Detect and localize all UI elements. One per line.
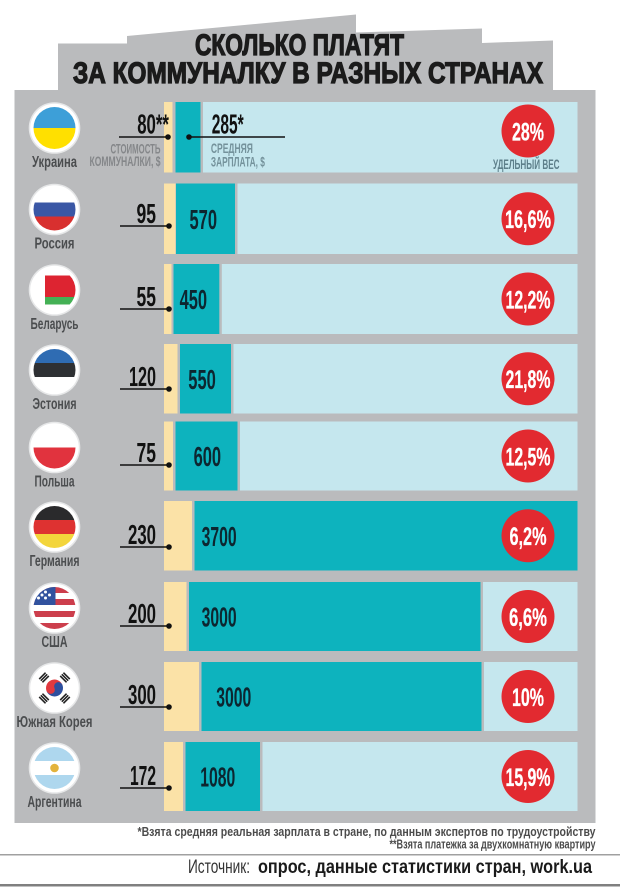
svg-text:570: 570 bbox=[190, 204, 218, 235]
svg-text:Россия: Россия bbox=[35, 236, 75, 253]
svg-text:Германия: Германия bbox=[30, 553, 80, 570]
svg-text:16,6%: 16,6% bbox=[505, 206, 551, 234]
svg-text:Беларусь: Беларусь bbox=[31, 316, 79, 333]
svg-text:США: США bbox=[42, 634, 68, 651]
svg-text:6,2%: 6,2% bbox=[510, 523, 547, 551]
svg-text:75: 75 bbox=[137, 437, 157, 468]
svg-text:Эстония: Эстония bbox=[33, 396, 77, 413]
svg-text:Польша: Польша bbox=[35, 474, 75, 491]
svg-text:3700: 3700 bbox=[202, 521, 237, 552]
svg-text:3000: 3000 bbox=[216, 682, 251, 713]
svg-text:120: 120 bbox=[129, 361, 156, 392]
svg-text:15,9%: 15,9% bbox=[506, 764, 551, 792]
svg-text:Украина: Украина bbox=[32, 154, 77, 171]
svg-text:1080: 1080 bbox=[200, 762, 235, 793]
svg-text:СРЕДНЯЯ: СРЕДНЯЯ bbox=[211, 140, 253, 156]
svg-text:55: 55 bbox=[137, 281, 157, 312]
svg-text:285*: 285* bbox=[212, 109, 244, 140]
svg-text:10%: 10% bbox=[512, 684, 544, 712]
svg-text:КОММУНАЛКИ, $: КОММУНАЛКИ, $ bbox=[90, 153, 161, 169]
svg-text:ЗА КОММУНАЛКУ В РАЗНЫХ СТРАНАХ: ЗА КОММУНАЛКУ В РАЗНЫХ СТРАНАХ bbox=[73, 57, 543, 90]
svg-text:200: 200 bbox=[128, 598, 156, 629]
svg-text:21,8%: 21,8% bbox=[506, 366, 551, 394]
svg-text:550: 550 bbox=[188, 364, 216, 395]
svg-text:300: 300 bbox=[128, 679, 156, 710]
svg-text:ЗАРПЛАТА, $: ЗАРПЛАТА, $ bbox=[211, 153, 265, 169]
svg-text:6,6%: 6,6% bbox=[509, 604, 547, 632]
svg-text:СТОИМОСТЬ: СТОИМОСТЬ bbox=[111, 141, 161, 157]
svg-text:12,5%: 12,5% bbox=[506, 443, 551, 471]
svg-text:80**: 80** bbox=[137, 109, 169, 140]
svg-text:Южная Корея: Южная Корея bbox=[17, 714, 93, 731]
svg-text:3000: 3000 bbox=[202, 602, 237, 633]
svg-text:СКОЛЬКО ПЛАТЯТ: СКОЛЬКО ПЛАТЯТ bbox=[195, 29, 404, 62]
svg-text:**Взята платежка за двухкомнат: **Взята платежка за двухкомнатную кварти… bbox=[390, 838, 596, 852]
svg-text:опрос, данные статистики стран: опрос, данные статистики стран, work.ua bbox=[258, 857, 592, 878]
svg-text:Аргентина: Аргентина bbox=[28, 794, 82, 811]
svg-text:*Взята средняя реальная зарпла: *Взята средняя реальная зарплата в стран… bbox=[138, 825, 596, 839]
svg-text:УДЕЛЬНЫЙ ВЕС: УДЕЛЬНЫЙ ВЕС bbox=[493, 155, 560, 172]
svg-text:172: 172 bbox=[130, 760, 156, 791]
svg-text:Источник:: Источник: bbox=[188, 857, 250, 878]
svg-text:28%: 28% bbox=[512, 118, 544, 146]
svg-text:95: 95 bbox=[137, 198, 157, 229]
svg-text:12,2%: 12,2% bbox=[506, 286, 551, 314]
svg-text:230: 230 bbox=[128, 519, 156, 550]
svg-text:450: 450 bbox=[180, 284, 208, 315]
svg-text:600: 600 bbox=[194, 441, 222, 472]
